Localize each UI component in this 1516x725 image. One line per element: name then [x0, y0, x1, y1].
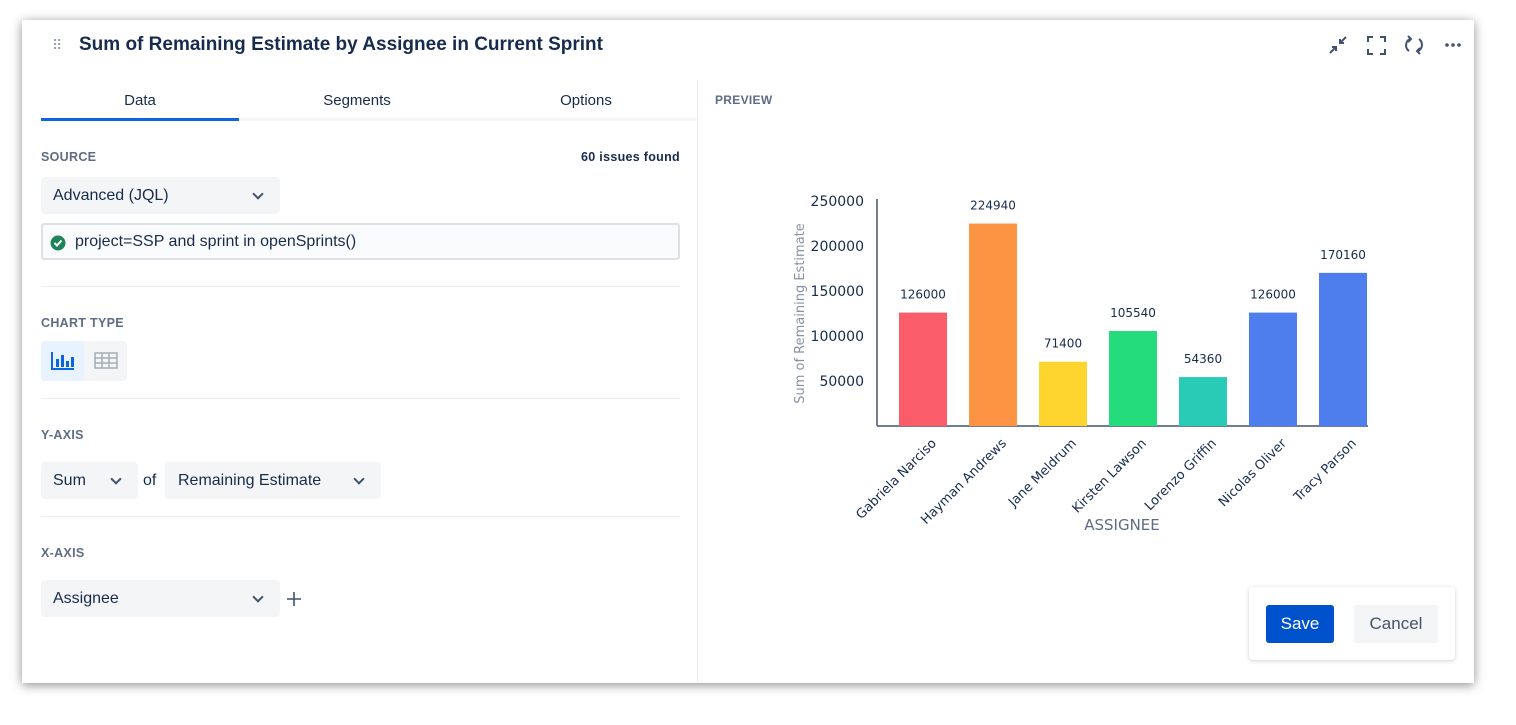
icon-minimize[interactable]	[1329, 36, 1347, 54]
valid-icon	[50, 235, 66, 251]
bar	[1039, 361, 1087, 426]
add-icon[interactable]	[286, 591, 302, 607]
section-label: SOURCE	[41, 150, 97, 164]
field-select[interactable]: Remaining Estimate	[165, 462, 381, 499]
bar	[1249, 312, 1297, 426]
bar	[1319, 272, 1367, 426]
x-tick-label: Lorenzo Griffin	[1142, 436, 1220, 514]
aggregate-select[interactable]: Sum	[41, 462, 138, 499]
value-label: 170160	[1320, 248, 1366, 262]
bar	[899, 312, 947, 426]
x-tick-label: Tracy Parson	[1291, 436, 1360, 505]
value-label: 105540	[1110, 306, 1156, 320]
icon-expand[interactable]	[1367, 36, 1386, 55]
icon-refresh[interactable]	[1405, 35, 1423, 55]
jql-input[interactable]	[41, 223, 680, 260]
divider	[697, 80, 698, 683]
x-tick-label: Kirsten Lawson	[1070, 436, 1150, 516]
x-field-select[interactable]: Assignee	[41, 580, 280, 617]
issue-count: 60 issues found	[581, 150, 680, 164]
table-option[interactable]	[94, 352, 118, 369]
section-label: X-AXIS	[41, 546, 85, 560]
value-label: 126000	[900, 288, 946, 302]
preview-label: PREVIEW	[715, 93, 773, 107]
y-tick-label: 250000	[811, 194, 864, 210]
title: Sum of Remaining Estimate by Assignee in…	[79, 34, 603, 55]
header-icons	[1329, 35, 1461, 55]
tab[interactable]: Options	[560, 92, 612, 109]
y-tick-label: 150000	[811, 284, 864, 300]
drag-handle[interactable]: ⠿	[52, 37, 62, 53]
source-select[interactable]: Advanced (JQL)	[41, 177, 280, 214]
tab[interactable]: Segments	[323, 92, 391, 109]
value-label: 224940	[970, 199, 1016, 213]
separator	[41, 286, 680, 287]
separator	[41, 398, 680, 399]
cancel-button[interactable]: Cancel	[1354, 605, 1438, 643]
value-label: 126000	[1250, 288, 1296, 302]
tab-underline	[41, 118, 239, 121]
bar	[1179, 377, 1227, 426]
value-label: 71400	[1044, 337, 1082, 351]
separator	[41, 516, 680, 517]
value-label: 54360	[1184, 352, 1222, 366]
section-label: Y-AXIS	[41, 428, 84, 442]
y-tick-label: 50000	[819, 374, 864, 390]
y-tick-label: 200000	[811, 239, 864, 255]
x-axis-title: ASSIGNEE	[1084, 516, 1160, 534]
x-tick-label: Jane Meldrum	[1005, 436, 1080, 511]
card	[22, 20, 1474, 683]
icon-more[interactable]	[1445, 43, 1461, 47]
tab[interactable]: Data	[124, 92, 156, 109]
save-button[interactable]: Save	[1266, 605, 1334, 643]
bar	[1109, 331, 1157, 426]
chart-type-toggle	[41, 341, 127, 381]
section-label: CHART TYPE	[41, 316, 124, 330]
bar-chart-option[interactable]	[41, 341, 84, 381]
x-tick-label: Nicolas Oliver	[1216, 436, 1290, 510]
jql-query: project=SSP and sprint in openSprints()	[75, 233, 357, 250]
of-text: of	[143, 472, 157, 489]
y-axis-title: Sum of Remaining Estimate	[793, 223, 808, 404]
y-tick-label: 100000	[811, 329, 864, 345]
bar	[969, 223, 1017, 426]
tab-rule	[41, 118, 697, 121]
